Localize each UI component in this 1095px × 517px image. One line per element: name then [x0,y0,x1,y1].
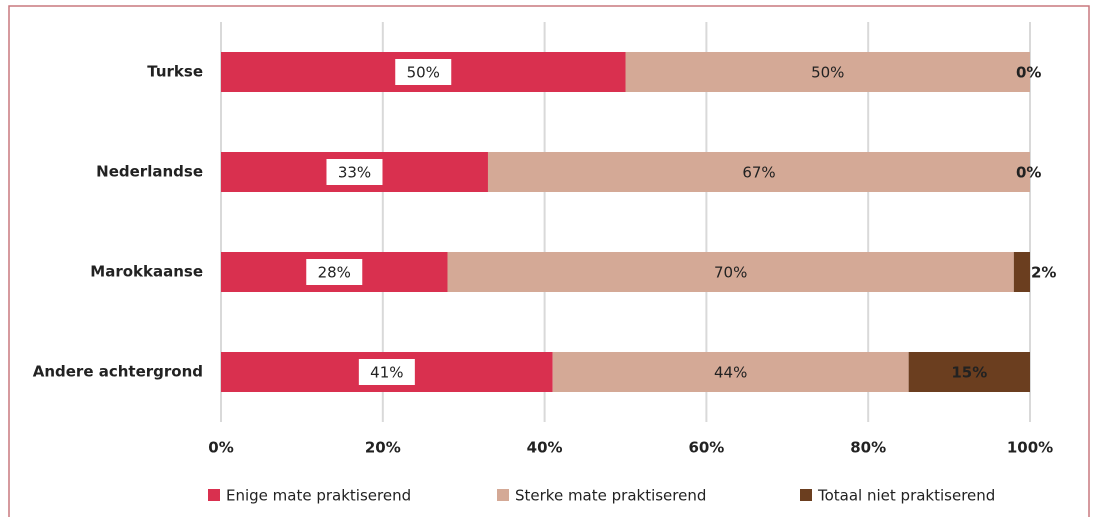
x-tick-label: 100% [1007,439,1053,457]
data-label: 50% [407,64,440,82]
x-tick-label: 0% [208,439,233,457]
y-tick-label: Andere achtergrond [33,363,203,381]
legend-swatch [208,489,220,501]
data-label: 41% [370,364,403,382]
y-tick-label: Nederlandse [96,163,203,181]
data-label: 67% [742,164,775,182]
legend-label: Enige mate praktiserend [226,487,411,505]
legend-swatch [497,489,509,501]
legend-swatch [800,489,812,501]
data-label: 50% [811,64,844,82]
bar-segment [908,352,1030,392]
label-box [326,159,383,185]
frame [8,5,1090,517]
data-label: 33% [338,164,371,182]
y-tick-label: Turkse [147,63,203,81]
bar-segment [625,52,1030,92]
data-label: 70% [714,264,747,282]
bar-segment [487,152,1031,192]
label-box [395,59,452,85]
bar-segment [447,252,1014,292]
data-label: 0% [1016,64,1041,82]
label-box [358,359,415,385]
x-tick-label: 40% [527,439,563,457]
x-tick-label: 60% [688,439,724,457]
data-label: 15% [951,364,987,382]
legend-label: Totaal niet praktiserend [817,487,995,505]
bar-segment [1013,252,1030,292]
data-label: 28% [318,264,351,282]
x-tick-label: 80% [850,439,886,457]
bar-segment [552,352,909,392]
y-tick-label: Marokkaanse [90,263,203,281]
x-tick-label: 20% [365,439,401,457]
legend-label: Sterke mate praktiserend [515,487,706,505]
label-box [306,259,363,285]
data-label: 0% [1016,164,1041,182]
data-label: 2% [1031,264,1056,282]
data-label: 44% [714,364,747,382]
